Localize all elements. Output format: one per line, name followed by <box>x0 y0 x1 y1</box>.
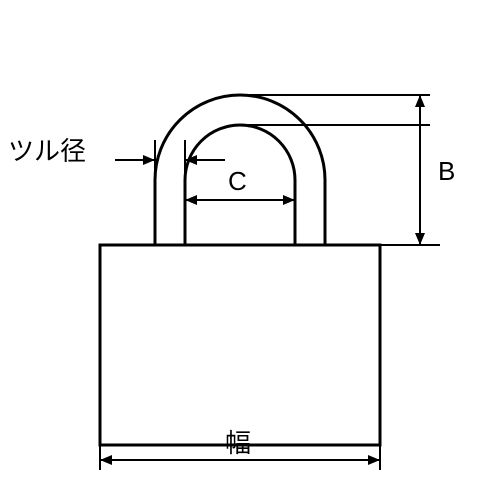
dim-c-label: C <box>228 166 247 196</box>
padlock-body <box>100 245 380 445</box>
dim-tsuru-label: ツル径 <box>8 136 86 166</box>
dim-haba-label: 幅 <box>225 428 251 458</box>
dim-b-label: B <box>438 156 455 186</box>
